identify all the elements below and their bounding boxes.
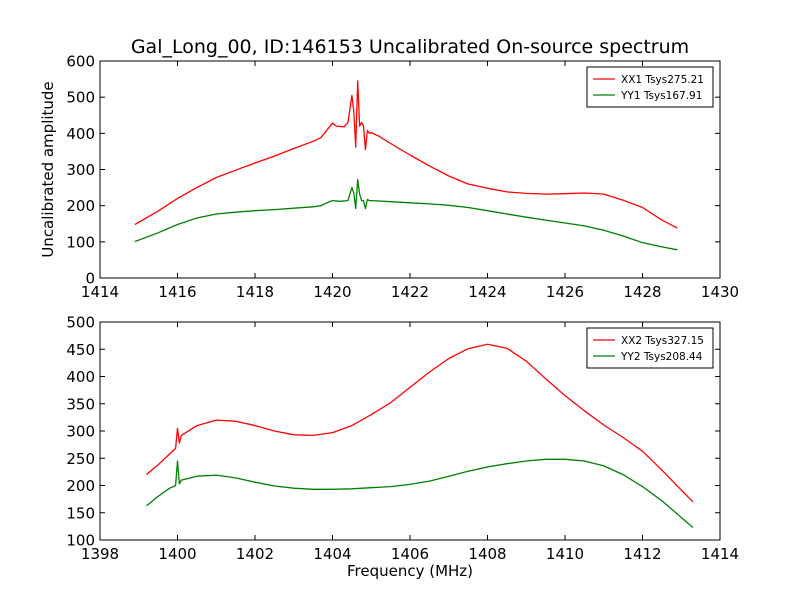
x-tick-label: 1400 bbox=[158, 545, 196, 563]
x-tick-label: 1428 bbox=[623, 283, 661, 301]
x-tick-label: 1426 bbox=[546, 283, 584, 301]
y-axis-label: Uncalibrated amplitude bbox=[39, 81, 57, 257]
series-line-1-chart-2 bbox=[146, 343, 694, 503]
y-tick-label: 500 bbox=[66, 89, 95, 107]
x-tick-label: 1412 bbox=[623, 545, 661, 563]
y-tick-label: 450 bbox=[66, 341, 95, 359]
y-tick-label: 200 bbox=[66, 477, 95, 495]
legend-box bbox=[586, 66, 714, 108]
y-tick-label: 300 bbox=[66, 161, 95, 179]
y-tick-label: 250 bbox=[66, 450, 95, 468]
y-tick-label: 200 bbox=[66, 197, 95, 215]
x-tick-label: 1430 bbox=[701, 283, 739, 301]
legend-entry: XX1 Tsys275.21 bbox=[621, 74, 704, 86]
x-tick-label: 1398 bbox=[81, 545, 119, 563]
bottom-chart: 1398 1400 1402 1404 1406 1408 1410 1412 1414 100 1… bbox=[66, 314, 739, 581]
x-tick-label: 1422 bbox=[391, 283, 429, 301]
legend-entry: YY2 Tsys208.44 bbox=[620, 351, 703, 363]
legend-entry: XX2 Tsys327.15 bbox=[621, 335, 704, 347]
x-tick-label: 1406 bbox=[391, 545, 429, 563]
x-tick-label: 1418 bbox=[236, 283, 274, 301]
x-tick-label: 1420 bbox=[313, 283, 351, 301]
y-tick-label: 400 bbox=[66, 368, 95, 386]
y-tick-label: 0 bbox=[85, 270, 95, 288]
series-line-2-chart-1 bbox=[134, 178, 678, 251]
y-tick-label: 600 bbox=[66, 53, 95, 71]
y-tick-label: 100 bbox=[66, 532, 95, 550]
legend-box bbox=[586, 327, 714, 369]
series-line-1-chart-1 bbox=[134, 80, 678, 229]
x-tick-label: 1402 bbox=[236, 545, 274, 563]
x-tick-label: 1404 bbox=[313, 545, 351, 563]
x-tick-label: 1424 bbox=[468, 283, 506, 301]
y-tick-label: 500 bbox=[66, 314, 95, 332]
y-tick-label: 100 bbox=[66, 233, 95, 251]
y-tick-label: 350 bbox=[66, 395, 95, 413]
y-tick-label: 300 bbox=[66, 423, 95, 441]
x-tick-label: 1408 bbox=[468, 545, 506, 563]
x-axis-label: Frequency (MHz) bbox=[347, 562, 473, 580]
x-tick-label: 1414 bbox=[701, 545, 739, 563]
x-tick-label: 1410 bbox=[546, 545, 584, 563]
figure-title: Gal_Long_00, ID:146153 Uncalibrated On-s… bbox=[131, 36, 689, 58]
legend-entry: YY1 Tsys167.91 bbox=[620, 90, 702, 102]
y-tick-label: 150 bbox=[66, 504, 95, 522]
y-tick-label: 400 bbox=[66, 125, 95, 143]
x-tick-label: 1414 bbox=[81, 283, 119, 301]
x-tick-label: 1416 bbox=[158, 283, 196, 301]
top-chart: 1414 1416 1418 1420 1422 1424 1426 1428 1430 0 100… bbox=[39, 53, 739, 302]
series-line-2-chart-2 bbox=[146, 458, 694, 528]
